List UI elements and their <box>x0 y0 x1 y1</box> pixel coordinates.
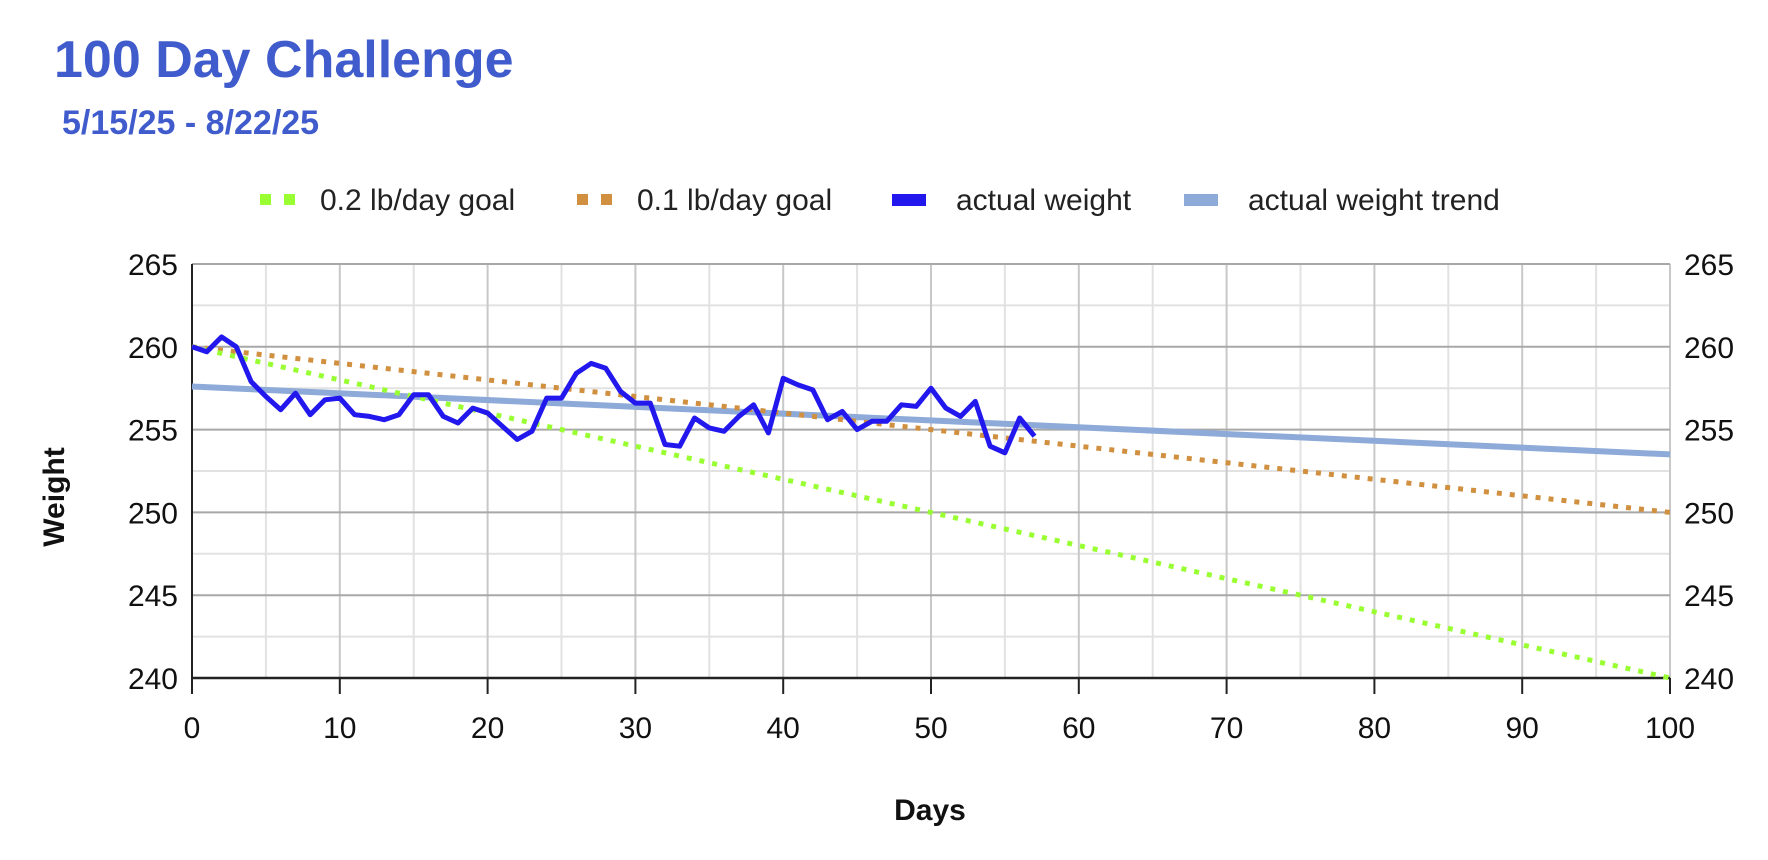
x-tick-label: 10 <box>323 712 356 745</box>
chart-title: 100 Day Challenge <box>54 31 514 89</box>
legend-swatch-0-2-lb-day-goal <box>284 194 295 205</box>
legend-label-actual-weight-trend: actual weight trend <box>1248 184 1500 217</box>
x-tick-label: 60 <box>1062 712 1095 745</box>
y2-tick-label: 250 <box>1684 497 1734 530</box>
y2-tick-label: 240 <box>1684 663 1734 696</box>
plot-area <box>191 334 1671 681</box>
y-tick-label: 245 <box>128 580 178 613</box>
legend-swatch-actual-weight-trend <box>1184 194 1218 206</box>
legend-swatch-0-1-lb-day-goal <box>577 194 588 205</box>
x-tick-label: 70 <box>1210 712 1243 745</box>
y-tick-label: 260 <box>128 332 178 365</box>
legend-swatch-actual-weight <box>892 194 926 206</box>
series-line-0-2-lb-day-goal <box>191 344 1671 681</box>
series-line-actual-weight-trend <box>191 383 1671 458</box>
x-tick-label: 90 <box>1506 712 1539 745</box>
x-tick-label: 100 <box>1645 712 1695 745</box>
legend-label-0-1-lb-day-goal: 0.1 lb/day goal <box>637 184 832 217</box>
legend-label-0-2-lb-day-goal: 0.2 lb/day goal <box>320 184 515 217</box>
x-tick-label: 40 <box>767 712 800 745</box>
x-tick-label: 80 <box>1358 712 1391 745</box>
x-tick-label: 50 <box>914 712 947 745</box>
y2-tick-label: 260 <box>1684 332 1734 365</box>
y2-tick-label: 265 <box>1684 249 1734 282</box>
legend-label-actual-weight: actual weight <box>956 184 1132 217</box>
x-tick-label: 0 <box>184 712 201 745</box>
series-line-actual-weight <box>191 334 1037 456</box>
y-tick-label: 250 <box>128 497 178 530</box>
series-line-0-1-lb-day-goal <box>191 344 1671 515</box>
legend-swatch-0-2-lb-day-goal <box>260 194 271 205</box>
legend-swatch-0-1-lb-day-goal <box>601 194 612 205</box>
axes: 0 10 20 30 40 50 60 70 80 90 100 240 240 245 245 250 250… <box>128 249 1734 745</box>
x-axis-title: Days <box>894 794 966 827</box>
chart-subtitle: 5/15/25 - 8/22/25 <box>62 104 320 142</box>
x-tick-label: 30 <box>619 712 652 745</box>
x-tick-label: 20 <box>471 712 504 745</box>
y-tick-label: 255 <box>128 415 178 448</box>
y2-tick-label: 255 <box>1684 415 1734 448</box>
y-axis-title: Weight <box>38 447 71 546</box>
grid <box>192 263 1671 678</box>
y2-tick-label: 245 <box>1684 580 1734 613</box>
y-tick-label: 265 <box>128 249 178 282</box>
y-tick-label: 240 <box>128 663 178 696</box>
legend: 0.2 lb/day goal 0.1 lb/day goal actual wei… <box>260 184 1500 217</box>
